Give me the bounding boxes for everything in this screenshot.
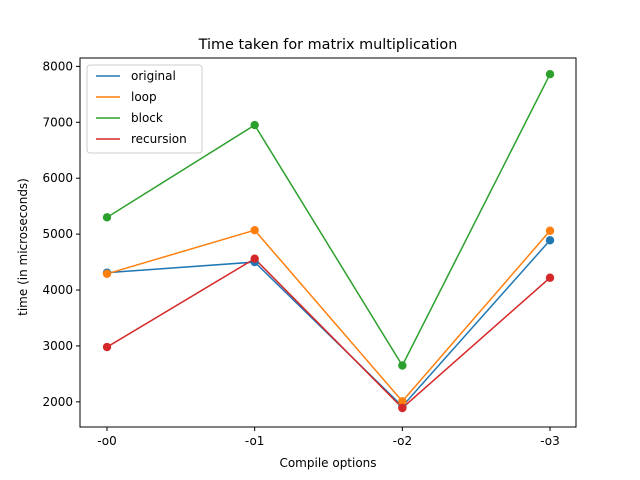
data-point-recursion — [398, 403, 407, 413]
data-point-loop — [102, 269, 112, 279]
x-tick-label: -o2 — [393, 434, 413, 448]
data-point-recursion — [102, 342, 112, 352]
x-tick-label: -o0 — [97, 434, 117, 448]
legend-label-recursion: recursion — [131, 132, 187, 146]
chart-title: Time taken for matrix multiplication — [198, 37, 458, 53]
legend-label-loop: loop — [131, 90, 157, 104]
series-points — [102, 70, 555, 413]
data-point-recursion — [545, 273, 555, 282]
plot-frame — [79, 57, 577, 428]
series-lines — [106, 73, 551, 410]
legend-label-original: original — [131, 69, 176, 83]
data-point-block — [545, 70, 555, 79]
data-point-block — [398, 361, 407, 370]
y-tick-label: 5000 — [42, 227, 73, 241]
legend-label-block: block — [131, 111, 163, 125]
data-point-original — [545, 236, 555, 245]
y-tick-label: 3000 — [42, 339, 73, 353]
x-tick-label: -o1 — [245, 434, 265, 448]
series-line-recursion — [106, 257, 551, 410]
legend-box — [86, 64, 203, 154]
y-tick-label: 7000 — [42, 115, 73, 129]
data-point-loop — [250, 226, 259, 235]
y-axis-label: time (in microseconds) — [16, 178, 30, 316]
series-line-loop — [106, 229, 551, 403]
y-tick-label: 4000 — [42, 283, 73, 297]
series-line-block — [106, 73, 551, 368]
y-tick-label: 8000 — [42, 59, 73, 73]
legend: original loop block recursion — [86, 64, 203, 154]
data-point-loop — [398, 397, 407, 406]
axis-ticks: -o0 -o1 -o2 -o3 2000 3000 4000 5000 6000 7000 8000 — [42, 59, 559, 448]
data-point-recursion — [250, 254, 259, 263]
x-tick-label: -o3 — [540, 434, 560, 448]
y-tick-label: 6000 — [42, 171, 73, 185]
data-point-loop — [545, 226, 555, 235]
x-axis-label: Compile options — [279, 456, 376, 470]
data-point-block — [250, 120, 259, 130]
y-tick-label: 2000 — [42, 395, 73, 409]
data-point-block — [102, 213, 112, 222]
